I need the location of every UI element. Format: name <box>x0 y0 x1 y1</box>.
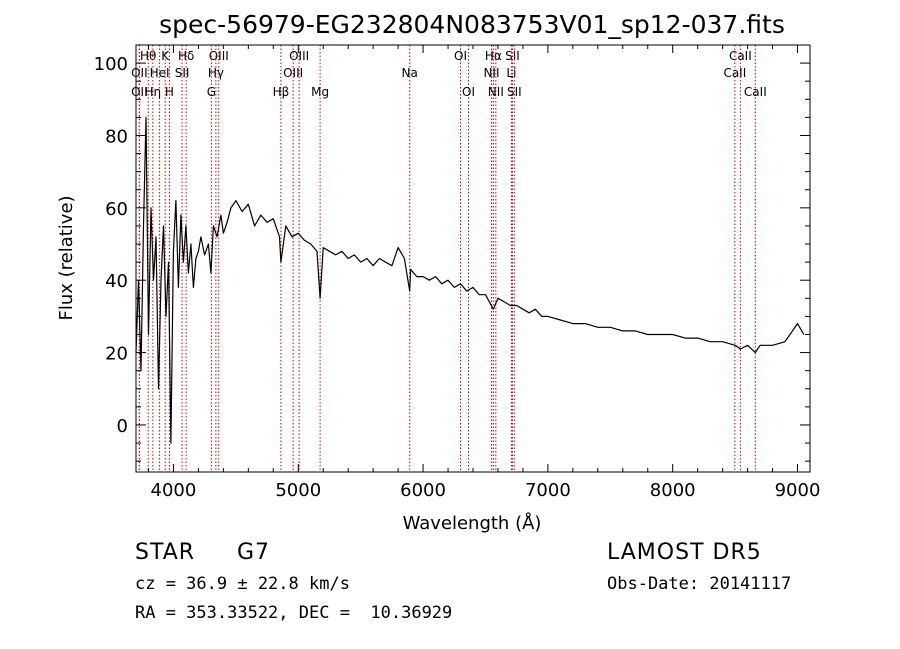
line-label-15: Mg <box>311 85 329 99</box>
survey-name: LAMOST DR5 <box>607 540 762 565</box>
line-label-27: CaII <box>744 85 767 99</box>
line-label-1: OII <box>131 85 148 99</box>
x-tick-label-2: 6000 <box>400 480 446 501</box>
line-label-19: Hα <box>485 49 502 63</box>
line-label-9: OIII <box>209 49 229 63</box>
observation-date: Obs-Date: 20141117 <box>607 574 792 594</box>
plot-frame <box>135 44 811 473</box>
spectrum-line-0 <box>135 116 805 444</box>
y-tick-label-4: 80 <box>105 126 128 147</box>
y-tick-label-1: 20 <box>105 344 128 365</box>
line-label-8: SII <box>175 66 190 80</box>
line-label-20: SII <box>505 49 520 63</box>
line-label-14: Hβ <box>273 85 290 99</box>
spectrum-series <box>135 116 805 444</box>
object-class: STAR <box>135 540 196 565</box>
x-tick-label-0: 4000 <box>151 480 197 501</box>
line-label-25: CaII <box>729 49 752 63</box>
chart-title: spec-56979-EG232804N083753V01_sp12-037.f… <box>159 10 785 39</box>
line-label-2: Hθ <box>140 49 156 63</box>
line-label-12: OIII <box>289 49 309 63</box>
y-axis-label: Flux (relative) <box>56 195 77 320</box>
x-tick-label-4: 8000 <box>650 480 696 501</box>
line-label-23: NII <box>488 85 504 99</box>
line-label-11: G <box>207 85 216 99</box>
line-label-4: HeI <box>150 66 170 80</box>
line-label-26: CaII <box>723 66 746 80</box>
line-label-21: NII <box>483 66 499 80</box>
line-label-6: H <box>165 85 174 99</box>
y-tick-label-0: 0 <box>117 416 128 437</box>
line-label-18: OI <box>462 85 475 99</box>
line-label-17: OI <box>454 49 467 63</box>
x-tick-label-5: 9000 <box>775 480 821 501</box>
line-label-24: SII <box>507 85 522 99</box>
x-tick-label-3: 7000 <box>525 480 571 501</box>
line-label-22: Li <box>506 66 516 80</box>
line-label-13: OIII <box>283 66 303 80</box>
line-label-7: Hδ <box>178 49 194 63</box>
line-label-10: Hγ <box>208 66 224 80</box>
x-tick-label-1: 5000 <box>275 480 321 501</box>
object-subclass: G7 <box>237 540 271 565</box>
y-tick-label-2: 40 <box>105 271 128 292</box>
y-tick-label-5: 100 <box>94 54 128 75</box>
ra-dec-coordinates: RA = 353.33522, DEC = 10.36929 <box>135 603 453 623</box>
line-label-5: Hη <box>145 85 162 99</box>
y-tick-label-3: 60 <box>105 199 128 220</box>
redshift-cz: cz = 36.9 ± 22.8 km/s <box>135 574 350 594</box>
line-label-16: Na <box>402 66 418 80</box>
axes: 4000 5000 6000 7000 8000 9000 0 20 40 60 80 100 <box>94 45 821 501</box>
x-axis-label: Wavelength (Å) <box>403 512 542 534</box>
line-label-3: K <box>161 49 170 63</box>
